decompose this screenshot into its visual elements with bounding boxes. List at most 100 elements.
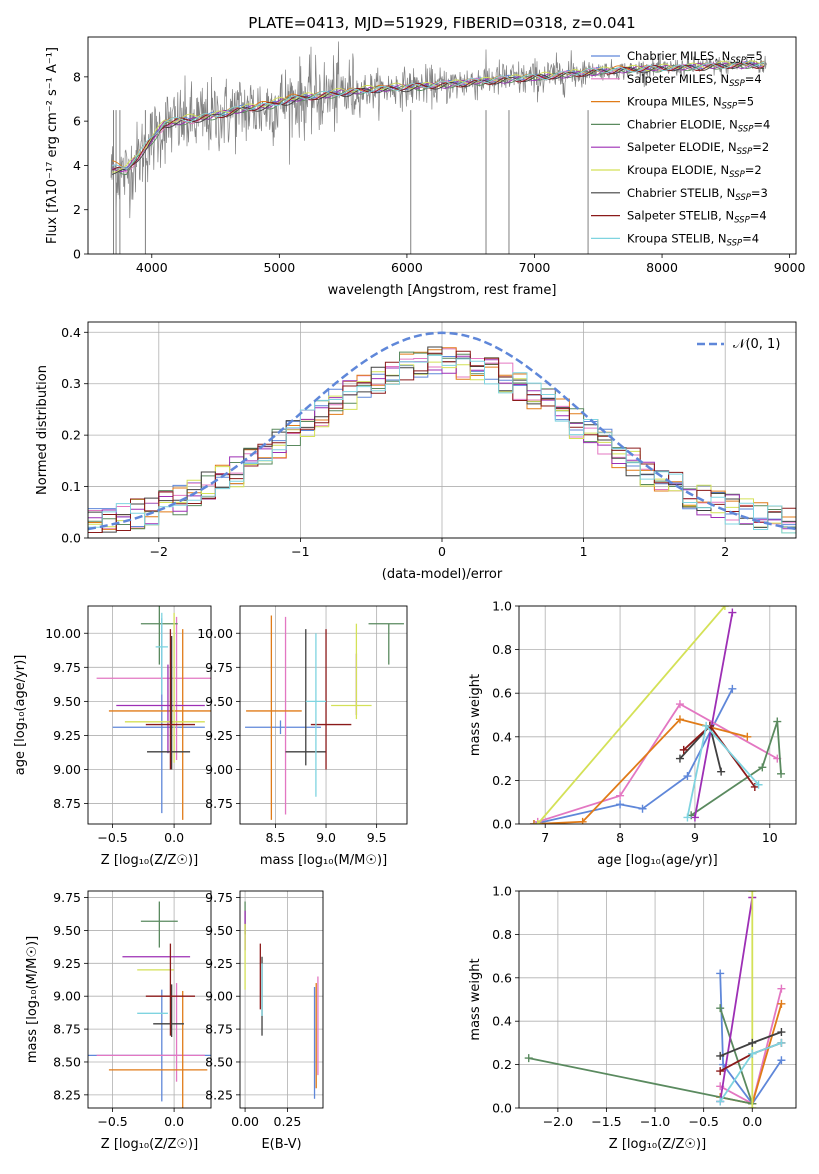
data-point-marker: [777, 984, 786, 993]
x-tick-label: 8.5: [265, 830, 285, 845]
y-tick-label: 8.25: [205, 1087, 233, 1102]
data-point-marker: [683, 772, 692, 781]
plot-area: [88, 901, 211, 1108]
x-tick-label: −0.5: [97, 1114, 127, 1129]
data-point-marker: [529, 820, 538, 824]
x-tick-label: 6000: [391, 260, 423, 275]
series-line-2: [533, 718, 748, 824]
x-axis-label: E(B-V): [261, 1137, 301, 1152]
chart-title: PLATE=0413, MJD=51929, FIBERID=0318, z=0…: [248, 14, 635, 32]
chart-mass-vs-Z: −0.5 0.0 8.25 8.50 8.75 9.00 9.25 9.50 9.75 Z [lo…: [25, 890, 212, 1152]
y-tick-label: 9.00: [205, 762, 233, 777]
x-tick-label: 9: [691, 830, 699, 845]
legend-label: Kroupa STELIB, NSSP=4: [627, 231, 759, 248]
y-tick-label: 8.50: [205, 1054, 233, 1069]
x-tick-label: −0.5: [688, 1114, 718, 1129]
data-point-marker: [754, 780, 763, 789]
y-tick-label: 2: [73, 202, 81, 217]
y-tick-label: 9.25: [53, 956, 81, 971]
x-tick-label: 9.5: [367, 830, 387, 845]
y-tick-label: 9.50: [205, 694, 233, 709]
x-tick-label: 0.0: [164, 1114, 184, 1129]
chart-spectrum: Chabrier MILES, NSSP=5 Salpeter MILES, NS…: [45, 14, 806, 298]
x-axis-label: wavelength [Angstrom, rest frame]: [328, 283, 557, 298]
data-point-marker: [679, 745, 688, 754]
x-tick-label: 1: [580, 544, 588, 559]
data-point-marker: [728, 684, 737, 693]
y-tick-label: 8.25: [53, 1087, 81, 1102]
y-tick-label: 0.4: [492, 1014, 512, 1029]
plot-area: [529, 606, 786, 824]
x-tick-label: 2: [721, 544, 729, 559]
x-axis-label: age [log₁₀(age/yr)]: [597, 853, 718, 868]
x-tick-label: 7000: [519, 260, 551, 275]
data-point-marker: [716, 1097, 725, 1106]
legend-label: Salpeter ELODIE, NSSP=2: [627, 140, 769, 157]
y-axis-label: mass weight: [468, 674, 483, 756]
y-tick-label: 0.4: [61, 325, 81, 340]
series-line-0: [533, 688, 734, 824]
data-point-marker: [777, 769, 786, 778]
series-line-7: [683, 724, 756, 788]
x-tick-label: −1: [291, 544, 309, 559]
data-point-marker: [616, 791, 625, 800]
x-tick-label: 0.00: [231, 1114, 259, 1129]
y-tick-label: 9.25: [205, 956, 233, 971]
data-point-marker: [743, 732, 752, 741]
data-point-marker: [533, 820, 542, 824]
legend-label: Salpeter STELIB, NSSP=4: [627, 209, 767, 226]
y-tick-label: 9.50: [205, 923, 233, 938]
x-tick-label: 8000: [646, 260, 678, 275]
data-point-marker: [748, 1038, 757, 1047]
y-tick-label: 9.75: [205, 890, 233, 905]
plot-area: [88, 331, 796, 534]
legend-label: Salpeter MILES, NSSP=4: [627, 72, 762, 89]
axes-frame: [239, 605, 408, 825]
series-line-4: [694, 612, 734, 818]
chart-age-vs-Z: −0.5 0.0 8.75 9.00 9.25 9.50 9.75 10.00 Z [log₁₀…: [13, 605, 212, 868]
x-axis-label: (data-model)/error: [382, 567, 503, 582]
axes-frame: [518, 605, 797, 825]
y-tick-label: 0: [73, 247, 81, 262]
x-tick-label: 0.0: [742, 1114, 762, 1129]
x-tick-label: 10: [762, 830, 778, 845]
data-point-marker: [675, 700, 684, 709]
y-tick-label: 10.00: [197, 626, 233, 641]
y-tick-label: 8.75: [53, 1022, 81, 1037]
spectrum-legend: Chabrier MILES, NSSP=5 Salpeter MILES, NS…: [591, 49, 770, 248]
axes-frame: [518, 890, 797, 1109]
data-point-marker: [717, 767, 726, 776]
data-point-marker: [638, 804, 647, 813]
plot-area: [110, 41, 768, 254]
legend-label: 𝒩(0, 1): [733, 337, 780, 352]
y-tick-label: 0.6: [492, 970, 512, 985]
data-point-marker: [716, 1004, 725, 1013]
y-tick-label: 1.0: [492, 599, 512, 614]
legend-label: Chabrier ELODIE, NSSP=4: [627, 117, 770, 134]
x-tick-label: 0.0: [164, 830, 184, 845]
x-tick-label: 7: [541, 830, 549, 845]
y-tick-label: 0.8: [492, 642, 512, 657]
y-tick-label: 9.50: [53, 923, 81, 938]
y-tick-label: 0.4: [492, 729, 512, 744]
spectrum-data-line: [110, 41, 768, 219]
y-tick-label: 9.25: [205, 728, 233, 743]
y-tick-label: 0.8: [492, 927, 512, 942]
data-point-marker: [675, 754, 684, 763]
y-tick-label: 0.6: [492, 686, 512, 701]
y-tick-label: 8.75: [205, 1022, 233, 1037]
legend-label: Chabrier MILES, NSSP=5: [627, 49, 763, 66]
series-line-4: [719, 897, 754, 1102]
data-point-marker: [524, 1054, 533, 1063]
plot-area: [96, 606, 211, 820]
y-axis-label: Normed distribution: [35, 365, 50, 495]
y-tick-label: 6: [73, 114, 81, 129]
y-tick-label: 0.2: [492, 1057, 512, 1072]
y-tick-label: 9.00: [205, 989, 233, 1004]
x-tick-label: −2: [150, 544, 168, 559]
y-tick-label: 0.2: [61, 428, 81, 443]
legend-label: Kroupa MILES, NSSP=5: [627, 95, 754, 112]
data-point-marker: [675, 715, 684, 724]
legend-label: Kroupa ELODIE, NSSP=2: [627, 163, 762, 180]
data-point-marker: [716, 1051, 725, 1060]
